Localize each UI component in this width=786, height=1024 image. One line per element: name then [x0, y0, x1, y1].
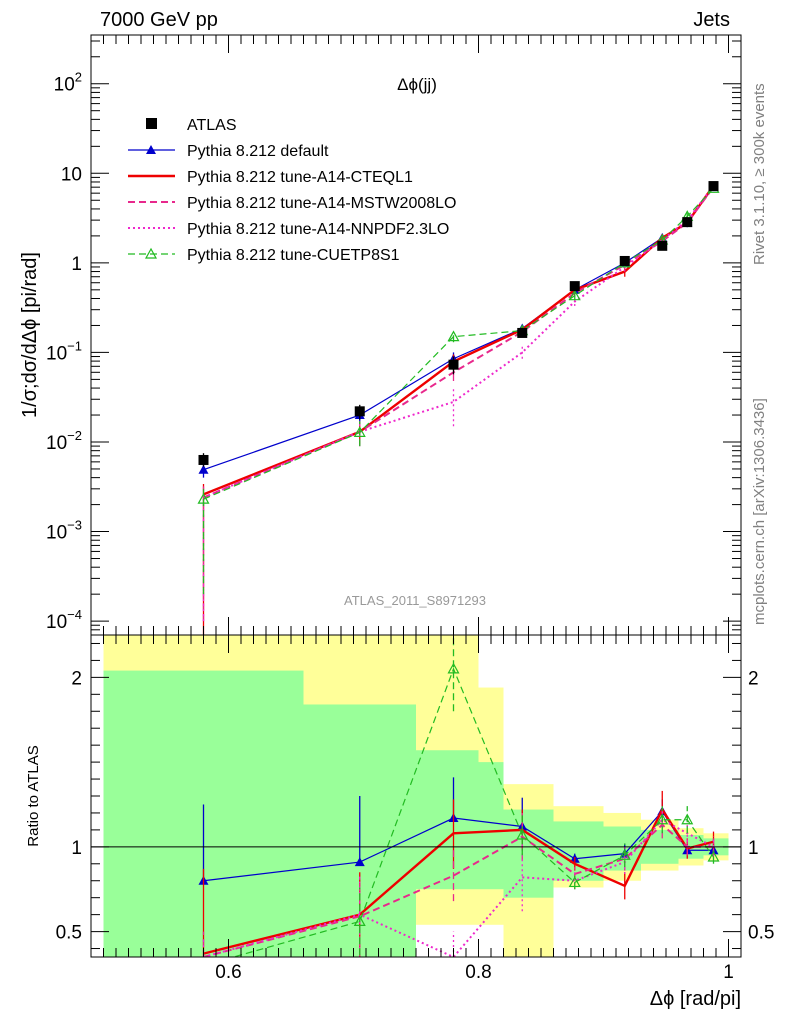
ratio-series-4-marker-0: [199, 960, 209, 969]
main-ytick-label-5: 10: [61, 164, 82, 185]
ratio-ytick-label-right-0: 0.5: [748, 923, 774, 944]
main-series-4-marker-4: [568, 289, 581, 301]
legend-label-0: Pythia 8.212 default: [187, 143, 329, 160]
ratio-ytick-label-left-2: 2: [71, 668, 82, 689]
xtick-label-1: 0.8: [465, 962, 491, 983]
main-series-4-marker-2: [447, 330, 460, 342]
main-ytick-label-1: 10−3: [46, 518, 82, 544]
ratio-y-axis-label: Ratio to ATLAS: [25, 745, 42, 846]
legend-label-1: Pythia 8.212 tune-A14-CTEQL1: [187, 169, 413, 186]
ratio-series-4-marker-7: [681, 813, 694, 825]
xtick-label-0: 0.6: [215, 962, 241, 983]
axes-group: 10−4 10−3 10−2 10−1 1 10 102 0.5 0.5 1 1 2 2 0.6 0.8 1: [46, 35, 774, 983]
legend-label-2: Pythia 8.212 tune-A14-MSTW2008LO: [187, 195, 456, 212]
atlas-point-2: [448, 359, 459, 370]
process-label: Jets: [693, 9, 730, 31]
xtick-label-2: 1: [723, 962, 734, 983]
atlas-point-7: [682, 217, 693, 228]
mcplots-reference-label: mcplots.cern.ch [arXiv:1306.3436]: [751, 398, 768, 625]
collision-energy-label: 7000 GeV pp: [100, 9, 218, 31]
legend-label-4: Pythia 8.212 tune-CUETP8S1: [187, 247, 400, 264]
atlas-point-5: [619, 255, 630, 266]
main-y-axis-label: 1/σ;dσ/dΔϕ [pi/rad]: [19, 252, 41, 418]
main-series-3-line: [203, 185, 715, 499]
ratio-ytick-label-right-2: 2: [748, 668, 759, 689]
atlas-data-group: [198, 181, 719, 467]
ratio-series-4-marker-8: [707, 850, 720, 862]
plot-title: Δϕ(jj): [397, 75, 437, 94]
atlas-point-4: [569, 281, 580, 292]
atlas-point-1: [354, 406, 365, 417]
main-series-0-marker-0: [198, 464, 209, 474]
main-ytick-label-2: 10−2: [46, 428, 82, 454]
main-series-4-line: [203, 187, 714, 500]
band-green-3: [478, 762, 504, 890]
atlas-point-6: [657, 240, 668, 251]
ratio-series-4-marker-4: [568, 876, 581, 888]
analysis-id-watermark: ATLAS_2011_S8971293: [344, 593, 486, 608]
main-ytick-label-6: 102: [54, 70, 82, 96]
x-axis-label: Δϕ [rad/pi]: [650, 988, 741, 1010]
main-series-4-marker-1: [353, 426, 366, 437]
ratio-ytick-label-left-0: 0.5: [56, 923, 82, 944]
main-ytick-label-4: 1: [71, 254, 82, 275]
band-green-4: [503, 809, 554, 898]
ratio-series-group: [198, 635, 720, 969]
ratio-series-4-marker-5: [618, 849, 631, 860]
legend-atlas-label: ATLAS: [187, 117, 237, 134]
atlas-point-0: [198, 454, 209, 465]
ratio-uncertainty-bands: [103, 635, 729, 957]
ratio-ytick-label-right-1: 1: [748, 838, 759, 859]
ratio-series-0-marker-1: [354, 857, 365, 867]
main-series-4-marker-0: [197, 492, 210, 504]
rivet-version-label: Rivet 3.1.10, ≥ 300k events: [751, 83, 768, 265]
atlas-point-3: [517, 327, 528, 338]
atlas-point-8: [708, 181, 719, 192]
legend-marker-0: [146, 145, 156, 154]
legend-label-3: Pythia 8.212 tune-A14-NNPDF2.3LO: [187, 221, 449, 238]
legend: ATLAS Pythia 8.212 default Pythia 8.212 tu…: [128, 117, 456, 264]
ratio-ytick-label-left-1: 1: [71, 838, 82, 859]
main-ytick-label-3: 10−1: [46, 338, 82, 364]
ratio-series-4-marker-6: [656, 813, 669, 825]
ratio-series-4-marker-1: [353, 915, 366, 927]
legend-atlas-marker: [146, 118, 157, 129]
ratio-series-4-marker-2: [447, 662, 460, 674]
legend-marker-4: [144, 247, 158, 259]
main-ytick-label-0: 10−4: [46, 607, 82, 633]
ratio-series-4-marker-3: [516, 828, 529, 840]
ratio-series-3-line: [203, 818, 714, 957]
